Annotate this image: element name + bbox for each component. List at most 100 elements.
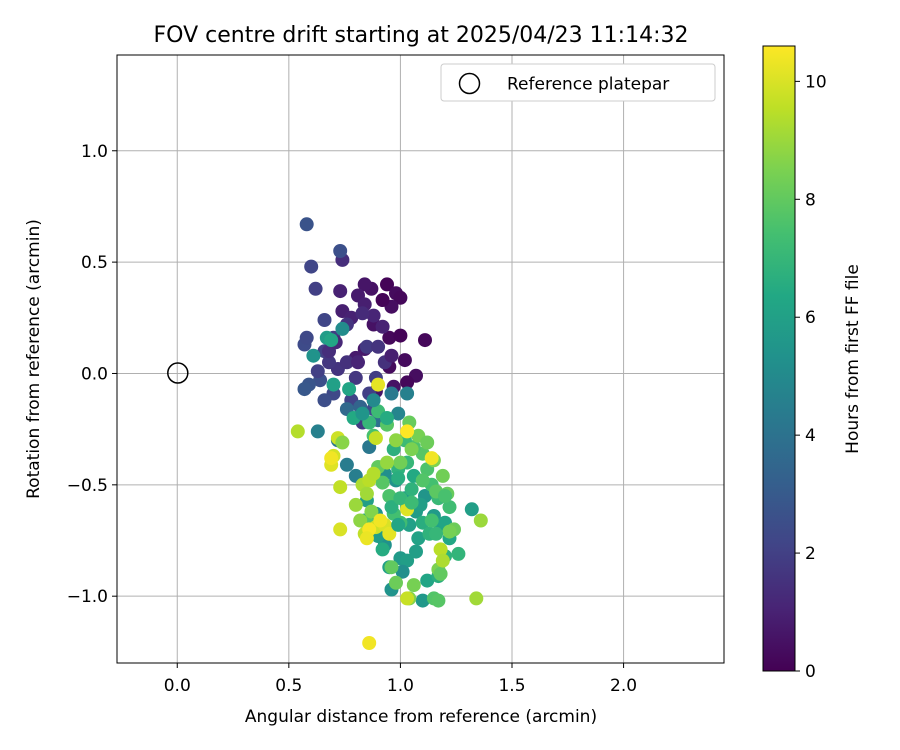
scatter-point [389, 433, 403, 448]
scatter-point [420, 435, 435, 450]
scatter-point [433, 542, 448, 557]
scatter-point [371, 339, 386, 354]
y-tick-label: 1.0 [81, 142, 108, 162]
scatter-point [391, 406, 406, 421]
x-tick-label: 0.0 [164, 676, 191, 696]
scatter-point [353, 513, 368, 528]
scatter-point [400, 375, 415, 390]
scatter-point [384, 348, 399, 363]
scatter-point [364, 504, 379, 519]
scatter-point [384, 386, 399, 401]
scatter-point [375, 475, 390, 490]
scatter-point [299, 330, 314, 345]
scatter-point [382, 330, 397, 345]
scatter-point [366, 466, 381, 481]
scatter-point [424, 451, 439, 466]
legend-box [440, 63, 716, 102]
scatter-point [400, 591, 415, 606]
reference-marker [167, 362, 189, 384]
scatter-point [420, 573, 435, 588]
x-axis-label: Angular distance from reference (arcmin) [245, 707, 597, 727]
scatter-point [435, 553, 450, 568]
scatter-point [335, 321, 350, 336]
scatter-point [299, 217, 314, 232]
scatter-point [304, 259, 319, 274]
scatter-point [290, 424, 305, 439]
scatter-point [371, 377, 386, 392]
scatter-point [415, 593, 430, 608]
scatter-point [359, 531, 374, 546]
points-layer [290, 217, 488, 650]
y-axis: −1.0 −0.5 0.0 0.5 1.0 [67, 142, 117, 607]
scatter-point [375, 319, 390, 334]
scatter-point [333, 522, 348, 537]
y-tick-label: −0.5 [67, 476, 108, 496]
scatter-point [442, 500, 457, 515]
scatter-point [333, 480, 348, 495]
scatter-point [424, 513, 439, 528]
scatter-point [397, 353, 412, 368]
scatter-point [391, 517, 406, 532]
scatter-point [339, 457, 354, 472]
colorbar-label: Hours from first FF file [843, 264, 863, 454]
scatter-point [366, 308, 381, 323]
x-axis: 0.0 0.5 1.0 1.5 2.0 [164, 663, 637, 696]
x-tick-label: 0.5 [275, 676, 302, 696]
colorbar-tick-label: 0 [805, 662, 816, 682]
scatter-point [326, 377, 341, 392]
scatter-point [429, 526, 444, 541]
scatter-point [431, 593, 446, 608]
x-tick-label: 1.0 [387, 676, 414, 696]
scatter-point [393, 455, 408, 470]
scatter-point [391, 471, 406, 486]
scatter-point [317, 313, 332, 327]
scatter-point [393, 491, 408, 506]
grid [117, 55, 724, 663]
scatter-point [395, 564, 410, 579]
scatter-point [400, 386, 415, 401]
scatter-point [473, 513, 488, 528]
scatter-point [406, 578, 421, 593]
colorbar-gradient [762, 45, 796, 672]
scatter-point [400, 424, 415, 439]
legend: Reference platepar [440, 63, 716, 102]
legend-marker [458, 72, 481, 95]
scatter-point [451, 546, 466, 561]
scatter-point [435, 468, 450, 483]
scatter-point [348, 497, 363, 512]
scatter-point [306, 348, 321, 363]
x-tick-label: 2.0 [610, 676, 637, 696]
scatter-point [384, 560, 399, 575]
scatter-point [362, 636, 377, 650]
scatter-point [389, 575, 403, 590]
scatter-point [380, 411, 394, 425]
colorbar: 0 2 4 6 8 10 Hours from first FF file [762, 45, 863, 682]
scatter-point [357, 277, 372, 292]
colorbar-tick-label: 8 [805, 190, 816, 210]
scatter-point [297, 382, 312, 397]
scatter-point [310, 364, 325, 379]
x-tick-label: 1.5 [498, 676, 525, 696]
scatter-point [310, 424, 325, 439]
scatter-point [380, 277, 394, 292]
scatter-point [415, 473, 430, 488]
chart-title: FOV centre drift starting at 2025/04/23 … [154, 23, 689, 48]
scatter-point [355, 306, 370, 321]
scatter-point [368, 431, 383, 446]
scatter-point [418, 333, 432, 348]
scatter-point [339, 355, 354, 370]
colorbar-tick-label: 10 [805, 72, 827, 92]
scatter-point [382, 526, 397, 541]
scatter-point [404, 482, 419, 497]
colorbar-tick-label: 4 [805, 426, 816, 446]
scatter-point [324, 333, 339, 348]
scatter-point [333, 284, 348, 299]
scatter-point [355, 406, 370, 421]
scatter-point [409, 544, 423, 559]
y-tick-label: 0.0 [81, 364, 108, 384]
colorbar-tick-label: 2 [805, 544, 816, 564]
scatter-point [322, 355, 336, 370]
scatter-point [469, 591, 484, 606]
scatter-point [375, 542, 390, 557]
